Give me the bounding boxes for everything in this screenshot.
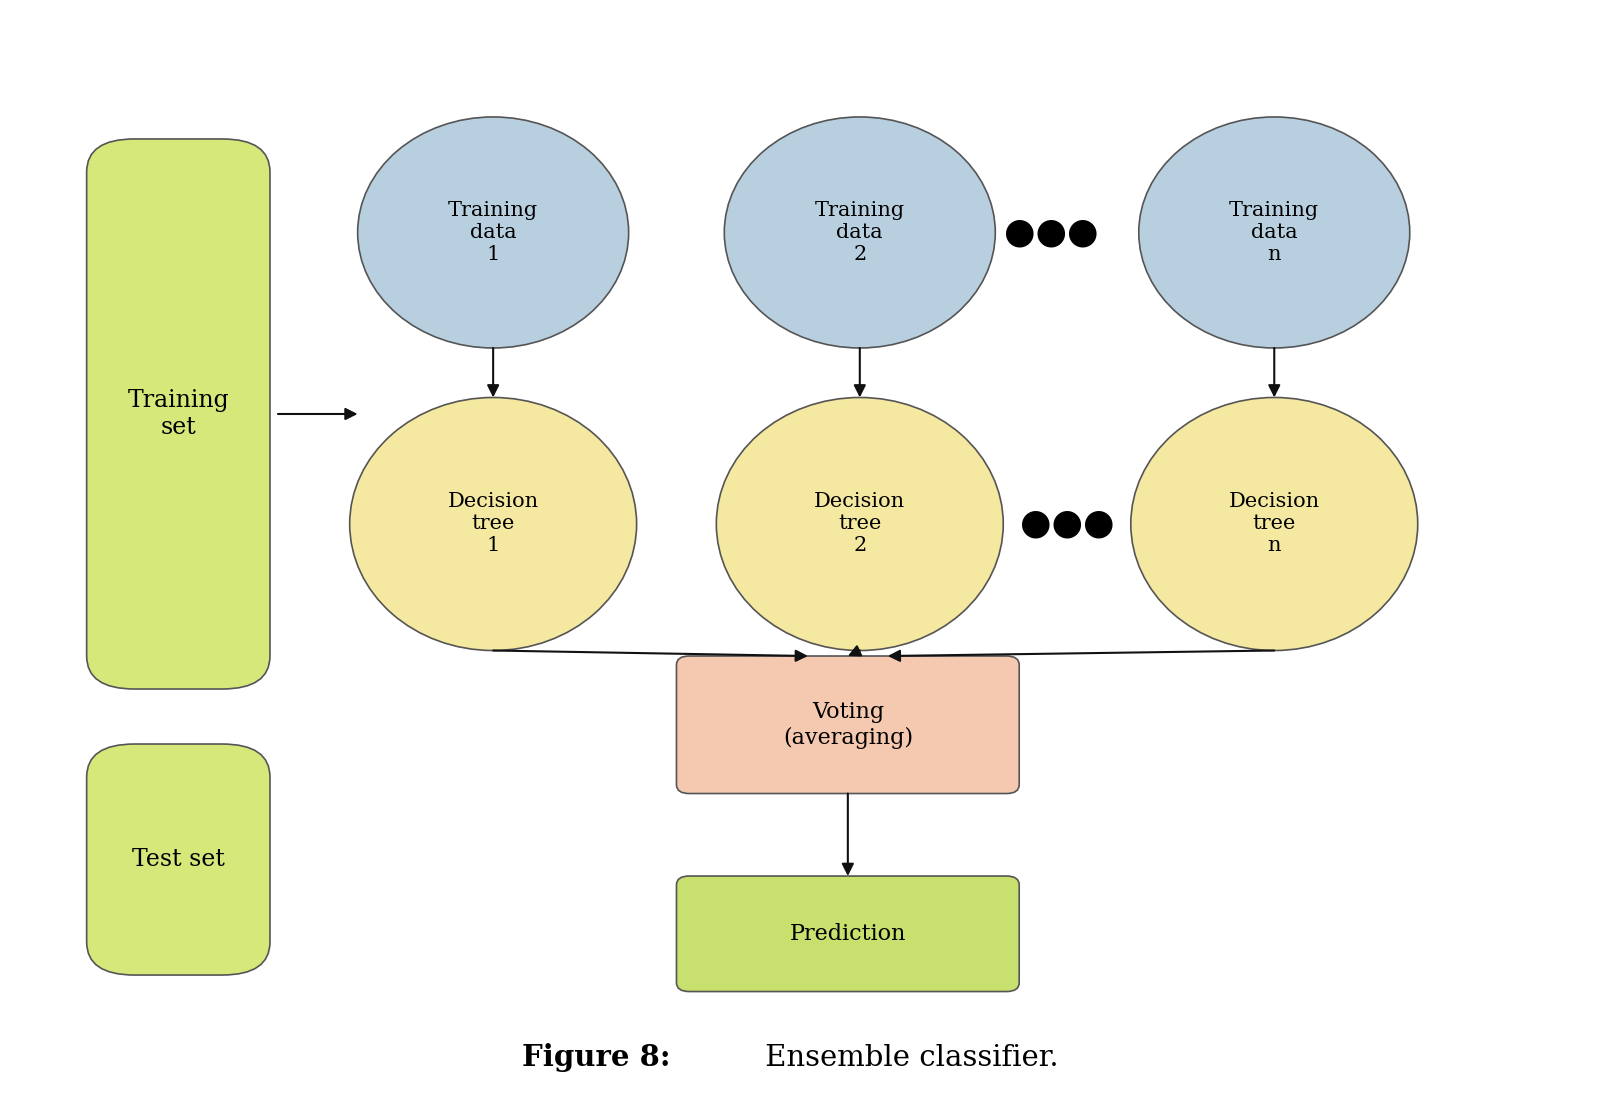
Ellipse shape	[1130, 398, 1417, 651]
Ellipse shape	[1138, 117, 1409, 348]
Text: Training
data
1: Training data 1	[448, 201, 538, 264]
FancyBboxPatch shape	[677, 876, 1019, 991]
Text: Voting
(averaging): Voting (averaging)	[783, 701, 913, 749]
Text: ●●●: ●●●	[1019, 507, 1114, 541]
Text: ●●●: ●●●	[1003, 215, 1098, 250]
Text: Test set: Test set	[132, 848, 225, 871]
Text: Decision
tree
n: Decision tree n	[1228, 492, 1319, 556]
FancyBboxPatch shape	[87, 744, 270, 975]
Text: Decision
tree
2: Decision tree 2	[813, 492, 905, 556]
Text: Decision
tree
1: Decision tree 1	[447, 492, 538, 556]
Ellipse shape	[715, 398, 1003, 651]
Ellipse shape	[349, 398, 636, 651]
Text: Training
set: Training set	[127, 389, 230, 439]
Ellipse shape	[357, 117, 628, 348]
Text: Prediction: Prediction	[789, 922, 905, 945]
Text: Training
data
2: Training data 2	[815, 201, 905, 264]
Text: Figure 8:: Figure 8:	[522, 1043, 670, 1072]
FancyBboxPatch shape	[87, 139, 270, 690]
FancyBboxPatch shape	[677, 656, 1019, 793]
Ellipse shape	[723, 117, 995, 348]
Text: Ensemble classifier.: Ensemble classifier.	[755, 1044, 1059, 1072]
Text: Training
data
n: Training data n	[1228, 201, 1318, 264]
